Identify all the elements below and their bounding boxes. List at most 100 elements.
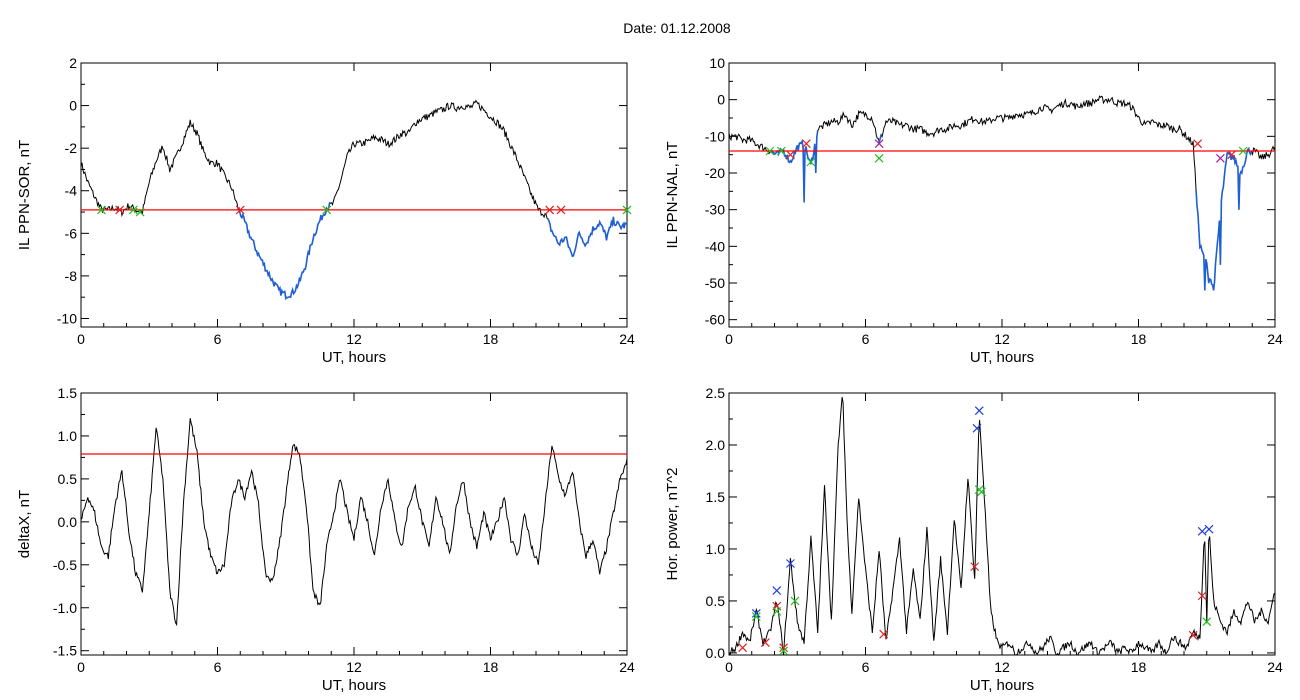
y-tick-label: 0.5 (706, 593, 726, 609)
x-tick-label: 12 (346, 659, 362, 675)
cross-marker (779, 643, 789, 653)
cross-marker (786, 150, 795, 160)
cross-marker (779, 646, 789, 656)
y-tick-label: -1.0 (53, 600, 77, 616)
y-tick-label: 0.5 (58, 471, 78, 487)
cross-marker (977, 487, 986, 497)
y-tick-label: -4 (65, 183, 78, 199)
x-tick-label: 24 (619, 331, 635, 347)
highlight-segment (547, 216, 627, 258)
y-axis-label: Hor. power, nT^2 (664, 468, 681, 581)
cross-marker (235, 205, 245, 215)
cross-marker (786, 559, 795, 568)
cross-marker (738, 643, 748, 653)
cross-marker (1227, 150, 1237, 160)
x-tick-label: 18 (1131, 331, 1147, 347)
cross-marker (790, 596, 800, 606)
cross-marker (751, 612, 761, 621)
x-tick-label: 6 (214, 331, 222, 347)
y-tick-label: 0.0 (706, 645, 726, 661)
x-tick-label: 6 (862, 659, 870, 675)
x-tick-label: 6 (862, 331, 870, 347)
y-tick-label: -50 (705, 275, 725, 291)
x-tick-label: 6 (214, 659, 222, 675)
cross-marker (556, 205, 566, 215)
highlight-segment (770, 130, 819, 203)
cross-marker (874, 139, 884, 149)
y-tick-label: -8 (65, 268, 78, 284)
y-tick-label: 1.0 (706, 541, 726, 557)
x-tick-label: 0 (77, 331, 85, 347)
cross-marker (1238, 146, 1248, 156)
y-tick-label: 0.0 (58, 514, 78, 530)
panel-sor: 0 6 12 18 24 2 0 -2 -4 -6 -8 -10 UT, hours IL PPN-SOR… (16, 55, 635, 366)
x-axis-label: UT, hours (970, 349, 1034, 366)
cross-marker (1204, 524, 1214, 534)
cross-marker (1202, 617, 1212, 627)
y-tick-label: -2 (65, 140, 78, 156)
cross-marker (135, 207, 145, 217)
cross-marker (776, 146, 786, 156)
x-tick-label: 24 (1267, 331, 1283, 347)
x-tick-label: 12 (994, 331, 1010, 347)
y-tick-label: 2.5 (706, 385, 726, 401)
cross-marker (1193, 139, 1203, 149)
y-tick-label: -40 (705, 238, 725, 254)
x-axis-label: UT, hours (322, 677, 386, 694)
y-tick-label: -6 (65, 225, 78, 241)
y-tick-label: 1.5 (706, 489, 726, 505)
cross-marker (128, 205, 138, 215)
x-tick-label: 18 (483, 331, 499, 347)
series-trace (81, 418, 627, 627)
y-tick-label: 1.5 (58, 385, 78, 401)
x-tick-label: 24 (619, 659, 635, 675)
plot-frame (728, 62, 1276, 328)
series-trace (81, 99, 627, 300)
cross-marker (622, 205, 632, 215)
x-tick-label: 12 (994, 659, 1010, 675)
cross-marker (765, 146, 775, 156)
y-tick-label: 2.0 (706, 437, 726, 453)
highlight-segment (237, 201, 331, 301)
x-tick-label: 24 (1267, 659, 1283, 675)
x-tick-label: 0 (77, 659, 85, 675)
series-trace (729, 397, 1275, 655)
y-tick-label: -0.5 (53, 557, 77, 573)
cross-marker (97, 205, 106, 215)
x-tick-label: 18 (1131, 659, 1147, 675)
cross-marker (760, 638, 770, 647)
y-tick-label: -1.5 (53, 643, 77, 659)
cross-marker (972, 423, 982, 433)
series-trace (729, 95, 1275, 291)
x-axis-label: UT, hours (322, 349, 386, 366)
y-tick-label: 1.0 (58, 428, 78, 444)
y-tick-label: -10 (705, 128, 725, 144)
y-tick-label: -20 (705, 165, 725, 181)
y-tick-label: 0 (69, 98, 77, 114)
x-tick-label: 18 (483, 659, 499, 675)
cross-marker (115, 205, 125, 215)
y-tick-label: 2 (69, 55, 77, 71)
y-tick-label: 0 (717, 92, 725, 108)
highlight-segment (1195, 146, 1253, 291)
cross-marker (751, 608, 761, 618)
cross-marker (772, 586, 782, 595)
cross-marker (801, 139, 811, 149)
date-title: Date: 01.12.2008 (623, 20, 731, 36)
plot-frame (80, 392, 628, 656)
x-tick-label: 0 (725, 331, 733, 347)
x-tick-label: 0 (725, 659, 733, 675)
cross-marker (1188, 630, 1198, 640)
x-axis-label: UT, hours (970, 677, 1034, 694)
y-axis-label: IL PPN-SOR, nT (16, 140, 33, 250)
cross-marker (874, 153, 884, 163)
plot-frame (728, 392, 1276, 656)
y-tick-label: 10 (709, 55, 725, 71)
y-axis-label: IL PPN-NAL, nT (664, 142, 681, 249)
panel-deltax: 0 6 12 18 24 1.5 1.0 0.5 0.0 -0.5 -1.0 -1.5 UT, hour… (16, 385, 635, 694)
y-tick-label: -60 (705, 312, 725, 328)
cross-marker (1197, 591, 1207, 601)
cross-marker (879, 629, 889, 639)
highlight-segment (878, 134, 882, 143)
panel-power: 0 6 12 18 24 2.5 2.0 1.5 1.0 0.5 0.0 UT, hours Hor. … (664, 385, 1283, 694)
